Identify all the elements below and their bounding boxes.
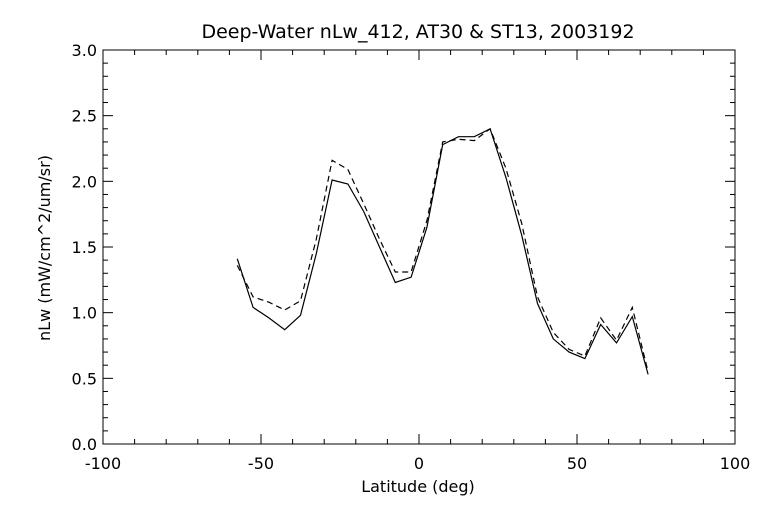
x-tick-label: -50: [248, 454, 274, 473]
series-line-solid: [236, 127, 649, 375]
y-tick-label: 2.0: [72, 172, 97, 191]
axis-ticks: [102, 49, 736, 445]
y-tick-label: 0.0: [72, 435, 97, 454]
x-tick-label: 0: [414, 454, 424, 473]
y-tick-label: 1.5: [72, 238, 97, 257]
y-axis-label: nLw (mW/cm^2/um/sr): [35, 155, 54, 341]
y-tick-label: 2.5: [72, 107, 97, 126]
tick-labels: -100 -50 0 50 100 0.0 0.5 1.0 1.5 2.0 2.5 3.0: [72, 41, 751, 473]
x-tick-label: 100: [720, 454, 751, 473]
y-tick-label: 3.0: [72, 41, 97, 60]
series-group: [236, 127, 649, 375]
chart-title: Deep-Water nLw_412, AT30 & ST13, 2003192: [201, 21, 634, 43]
y-tick-label: 0.5: [72, 369, 97, 388]
y-tick-label: 1.0: [72, 304, 97, 323]
x-tick-label: -100: [85, 454, 121, 473]
x-tick-label: 50: [567, 454, 587, 473]
x-axis-label: Latitude (deg): [361, 477, 475, 496]
series-line-dashed: [236, 127, 649, 372]
